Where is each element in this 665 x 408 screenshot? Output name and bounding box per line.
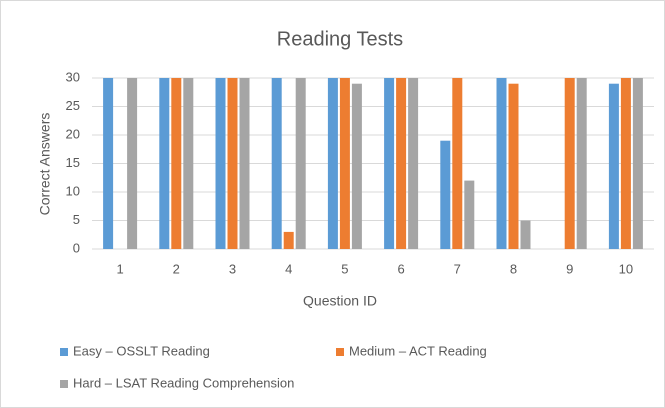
bar — [632, 78, 643, 249]
bar — [183, 78, 194, 249]
x-tick-label: 6 — [397, 261, 404, 276]
bar — [171, 78, 182, 249]
x-tick-label: 4 — [285, 261, 292, 276]
bar — [520, 220, 531, 249]
y-tick-label: 20 — [66, 126, 80, 141]
bar — [215, 78, 226, 249]
chart-title: Reading Tests — [277, 28, 403, 50]
x-tick-label: 7 — [454, 261, 461, 276]
bar — [103, 78, 114, 249]
legend-swatch — [336, 348, 344, 356]
x-axis-label: Question ID — [303, 293, 377, 309]
x-tick-label: 5 — [341, 261, 348, 276]
bar — [127, 78, 138, 249]
legend-swatch — [60, 380, 68, 388]
bar — [464, 180, 475, 249]
bar — [620, 78, 631, 249]
y-tick-label: 30 — [66, 69, 80, 84]
bar — [452, 78, 463, 249]
y-tick-label: 15 — [66, 155, 80, 170]
bar — [295, 78, 306, 249]
bar — [327, 78, 338, 249]
y-tick-label: 25 — [66, 98, 80, 113]
legend-label: Easy – OSSLT Reading — [73, 343, 210, 358]
x-tick-label: 2 — [173, 261, 180, 276]
bar — [239, 78, 250, 249]
bar — [608, 83, 619, 249]
bar — [159, 78, 170, 249]
bar — [408, 78, 419, 249]
x-tick-label: 3 — [229, 261, 236, 276]
legend-label: Hard – LSAT Reading Comprehension — [73, 375, 294, 390]
y-axis-label: Correct Answers — [37, 113, 53, 216]
legend-swatch — [60, 348, 68, 356]
y-tick-label: 0 — [73, 240, 80, 255]
x-tick-label: 1 — [116, 261, 123, 276]
bar — [396, 78, 407, 249]
x-tick-label: 8 — [510, 261, 517, 276]
x-tick-label: 9 — [566, 261, 573, 276]
bar — [339, 78, 350, 249]
bar — [271, 78, 282, 249]
bar — [440, 140, 451, 249]
x-tick-label: 10 — [619, 261, 633, 276]
bar — [508, 83, 519, 249]
y-tick-label: 5 — [73, 212, 80, 227]
bar — [576, 78, 587, 249]
bar — [283, 231, 294, 249]
bar — [496, 78, 507, 249]
bar — [564, 78, 575, 249]
bar — [351, 83, 362, 249]
legend-label: Medium – ACT Reading — [349, 343, 487, 358]
bar — [227, 78, 238, 249]
y-tick-label: 10 — [66, 183, 80, 198]
bar — [384, 78, 395, 249]
